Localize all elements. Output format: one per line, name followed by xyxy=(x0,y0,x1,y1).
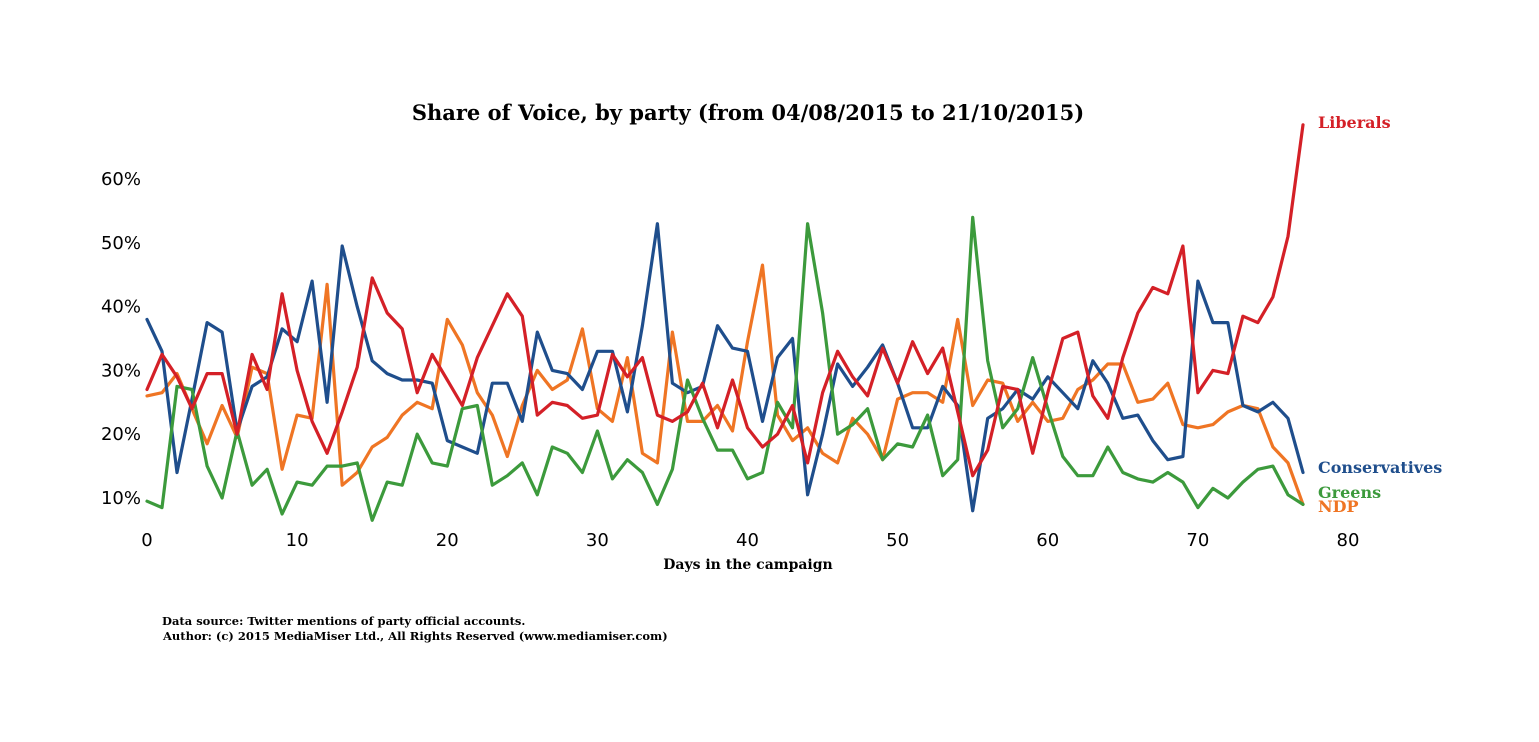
x-tick-label: 0 xyxy=(141,530,152,551)
series-line-liberals xyxy=(145,123,1305,478)
chart-title: Share of Voice, by party (from 04/08/201… xyxy=(412,100,1084,125)
x-axis-ticks: 0 10 20 30 40 50 60 70 80 xyxy=(141,530,1359,551)
x-tick-label: 20 xyxy=(436,530,459,551)
x-tick-label: 10 xyxy=(286,530,309,551)
series-lines xyxy=(145,123,1305,522)
series-line-ndp xyxy=(145,263,1305,506)
y-tick-label: 40% xyxy=(101,297,141,318)
x-tick-label: 50 xyxy=(886,530,909,551)
data-source-note: Data source: Twitter mentions of party o… xyxy=(162,614,525,628)
series-line-greens xyxy=(145,215,1305,522)
y-tick-label: 20% xyxy=(101,424,141,445)
y-tick-label: 50% xyxy=(101,233,141,254)
x-tick-label: 60 xyxy=(1036,530,1059,551)
y-axis-ticks: 10% 20% 30% 40% 50% 60% xyxy=(101,169,141,509)
y-tick-label: 10% xyxy=(101,488,141,509)
series-label-ndp: NDP xyxy=(1318,497,1359,516)
series-label-greens: Greens xyxy=(1318,483,1381,502)
x-tick-label: 70 xyxy=(1186,530,1209,551)
y-tick-label: 60% xyxy=(101,169,141,190)
series-label-conservatives: Conservatives xyxy=(1318,458,1442,477)
x-tick-label: 40 xyxy=(736,530,759,551)
x-tick-label: 30 xyxy=(586,530,609,551)
series-line-conservatives xyxy=(145,222,1305,513)
series-label-liberals: Liberals xyxy=(1318,113,1391,132)
x-tick-label: 80 xyxy=(1337,530,1360,551)
x-axis-label: Days in the campaign xyxy=(663,557,832,573)
author-note: Author: (c) 2015 MediaMiser Ltd., All Ri… xyxy=(162,629,668,643)
y-tick-label: 30% xyxy=(101,360,141,381)
